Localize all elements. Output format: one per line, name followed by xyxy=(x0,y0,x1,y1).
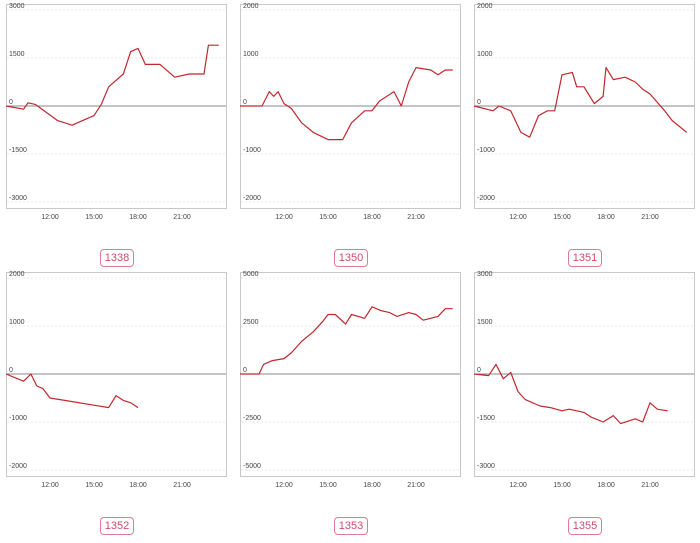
y-tick-label: -3000 xyxy=(477,463,495,470)
x-tick-label: 18:00 xyxy=(597,214,615,221)
x-tick-label: 15:00 xyxy=(319,214,337,221)
x-tick-label: 18:00 xyxy=(363,482,381,489)
x-tick-label: 12:00 xyxy=(275,482,293,489)
x-tick-label: 12:00 xyxy=(41,482,59,489)
y-tick-label: 0 xyxy=(9,367,13,374)
y-tick-label: -1500 xyxy=(9,147,27,154)
series-line xyxy=(240,306,453,375)
x-tick-label: 21:00 xyxy=(641,482,659,489)
chart-label-1338[interactable]: 1338 xyxy=(100,249,134,267)
y-tick-label: 1500 xyxy=(477,319,493,326)
y-tick-label: 0 xyxy=(243,367,247,374)
chart-panel-1351: 2000 1000 0 -1000 -2000 12:00 15:00 18:00 21:00 xyxy=(473,3,695,221)
y-tick-label: 3000 xyxy=(477,271,493,278)
y-tick-label: 1500 xyxy=(9,51,25,58)
y-tick-label: -1000 xyxy=(477,147,495,154)
y-tick-label: 2000 xyxy=(9,271,25,278)
y-tick-label: 1000 xyxy=(9,319,25,326)
y-tick-label: 5000 xyxy=(243,271,259,278)
y-tick-label: -5000 xyxy=(243,463,261,470)
x-tick-label: 18:00 xyxy=(129,214,147,221)
chart-panel-1352: 2000 1000 0 -1000 -2000 12:00 15:00 18:00 21:00 xyxy=(5,271,227,489)
y-tick-label: -3000 xyxy=(9,195,27,202)
chart-panel-1338: 3000 1500 0 -1500 -3000 12:00 15:00 18:00 21:00 xyxy=(5,3,227,221)
y-tick-label: -2000 xyxy=(477,195,495,202)
chart-label-1353[interactable]: 1353 xyxy=(334,517,368,535)
y-tick-label: 0 xyxy=(243,99,247,106)
y-tick-label: -1500 xyxy=(477,415,495,422)
series-line xyxy=(5,373,139,409)
x-tick-label: 15:00 xyxy=(553,214,571,221)
y-tick-label: 0 xyxy=(477,367,481,374)
series-line xyxy=(240,66,453,141)
x-tick-label: 21:00 xyxy=(407,214,425,221)
chart-panel-1353: 5000 2500 0 -2500 -5000 12:00 15:00 18:00 21:00 xyxy=(240,271,461,489)
x-tick-label: 12:00 xyxy=(509,214,527,221)
chart-label-1350[interactable]: 1350 xyxy=(334,249,368,267)
y-tick-label: 2500 xyxy=(243,319,259,326)
y-tick-label: 0 xyxy=(477,99,481,106)
y-tick-label: 0 xyxy=(9,99,13,106)
x-tick-label: 12:00 xyxy=(509,482,527,489)
series-line xyxy=(5,44,219,126)
x-tick-label: 21:00 xyxy=(641,214,659,221)
x-tick-label: 21:00 xyxy=(173,482,191,489)
chart-panel-1355: 3000 1500 0 -1500 -3000 12:00 15:00 18:00 21:00 xyxy=(473,271,695,489)
y-tick-label: -1000 xyxy=(9,415,27,422)
y-tick-label: 3000 xyxy=(9,3,25,10)
series-line xyxy=(473,363,668,425)
y-tick-label: -2000 xyxy=(243,195,261,202)
chart-label-1352[interactable]: 1352 xyxy=(100,517,134,535)
x-tick-label: 15:00 xyxy=(85,214,103,221)
y-tick-label: 2000 xyxy=(477,3,493,10)
x-tick-label: 15:00 xyxy=(553,482,571,489)
chart-label-1355[interactable]: 1355 xyxy=(568,517,602,535)
y-tick-label: -2500 xyxy=(243,415,261,422)
x-tick-label: 21:00 xyxy=(173,214,191,221)
x-tick-label: 15:00 xyxy=(319,482,337,489)
series-line xyxy=(473,66,688,138)
y-tick-label: 1000 xyxy=(243,51,259,58)
y-tick-label: -2000 xyxy=(9,463,27,470)
x-tick-label: 12:00 xyxy=(275,214,293,221)
y-tick-label: 2000 xyxy=(243,3,259,10)
x-tick-label: 18:00 xyxy=(363,214,381,221)
chart-panel-1350: 2000 1000 0 -1000 -2000 12:00 15:00 18:00 21:00 xyxy=(240,3,461,221)
y-tick-label: -1000 xyxy=(243,147,261,154)
chart-label-1351[interactable]: 1351 xyxy=(568,249,602,267)
x-tick-label: 18:00 xyxy=(597,482,615,489)
x-tick-label: 18:00 xyxy=(129,482,147,489)
x-tick-label: 15:00 xyxy=(85,482,103,489)
x-tick-label: 12:00 xyxy=(41,214,59,221)
x-tick-label: 21:00 xyxy=(407,482,425,489)
y-tick-label: 1000 xyxy=(477,51,493,58)
